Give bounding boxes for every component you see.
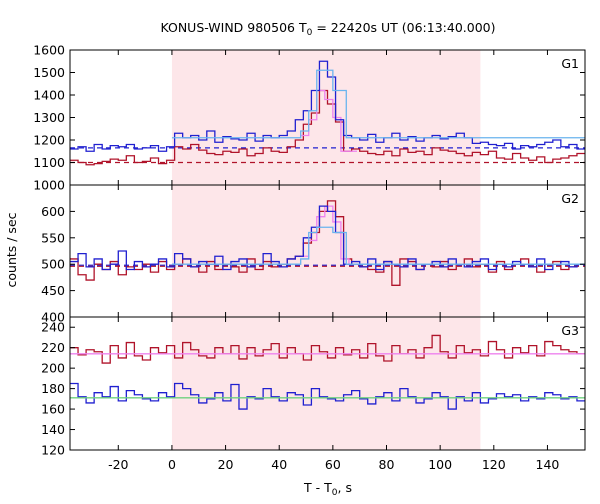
x-tick-label: 0 <box>168 457 176 472</box>
panel-label: G2 <box>561 191 579 206</box>
y-tick-label: 120 <box>41 443 65 458</box>
y-tick-label: 600 <box>41 204 65 219</box>
panel-label: G3 <box>561 323 579 338</box>
y-tick-label: 500 <box>41 257 65 272</box>
y-tick-label: 550 <box>41 230 65 245</box>
y-tick-label: 220 <box>41 340 65 355</box>
y-tick-label: 1400 <box>33 88 65 103</box>
series-dark-red-line <box>70 334 585 364</box>
chart-panels: 1000110012001300140015001600G14004505005… <box>33 43 586 472</box>
series-dark-red-line <box>70 89 585 166</box>
y-tick-label: 1200 <box>33 133 65 148</box>
y-tick-label: 1000 <box>33 178 65 193</box>
panel-g1: 1000 1100 1200 1300 1400 1500 1600 G1 <box>33 43 586 193</box>
plot-area <box>70 200 585 286</box>
y-tick-label: 1300 <box>33 110 65 125</box>
chart-title: KONUS-WIND 980506 T0 = 22420s UT (06:13:… <box>160 20 495 38</box>
series-light-blue-line <box>171 226 585 265</box>
y-tick-label: 140 <box>41 422 65 437</box>
x-tick-label: 80 <box>379 457 395 472</box>
x-tick-label: -20 <box>108 457 128 472</box>
x-tick-label: 60 <box>325 457 341 472</box>
highlight-band <box>171 317 481 450</box>
x-tick-label: 120 <box>482 457 506 472</box>
x-tick-label: 140 <box>536 457 560 472</box>
y-tick-label: 160 <box>41 402 65 417</box>
y-tick-label: 180 <box>41 381 65 396</box>
highlight-band <box>171 185 481 317</box>
panel-frame <box>69 316 586 451</box>
series-blue-line <box>70 60 585 152</box>
panel-g2: 400 450 500 550 600 G2 <box>41 184 586 325</box>
series-light-blue-line <box>171 69 585 139</box>
x-axis-label: T - T0, s <box>303 480 352 498</box>
y-tick-label: 400 <box>41 310 65 325</box>
y-tick-label: 240 <box>41 320 65 335</box>
x-tick-label: 20 <box>218 457 234 472</box>
x-tick-label: 40 <box>271 457 287 472</box>
plot-area <box>70 334 585 410</box>
plot-area <box>70 60 585 166</box>
y-tick-label: 1500 <box>33 65 65 80</box>
series-blue-line <box>70 205 585 271</box>
y-tick-label: 1600 <box>33 43 65 58</box>
panel-label: G1 <box>561 56 579 71</box>
y-axis-label: counts / sec <box>4 212 19 287</box>
y-tick-label: 1100 <box>33 155 65 170</box>
x-tick-label: 100 <box>428 457 452 472</box>
y-tick-label: 450 <box>41 283 65 298</box>
panel-g3: 120 140 160 180 200 220 240 -20 0 20 40 60 80 100 120 1… <box>41 316 586 472</box>
y-tick-label: 200 <box>41 361 65 376</box>
series-pink-line <box>300 205 358 265</box>
